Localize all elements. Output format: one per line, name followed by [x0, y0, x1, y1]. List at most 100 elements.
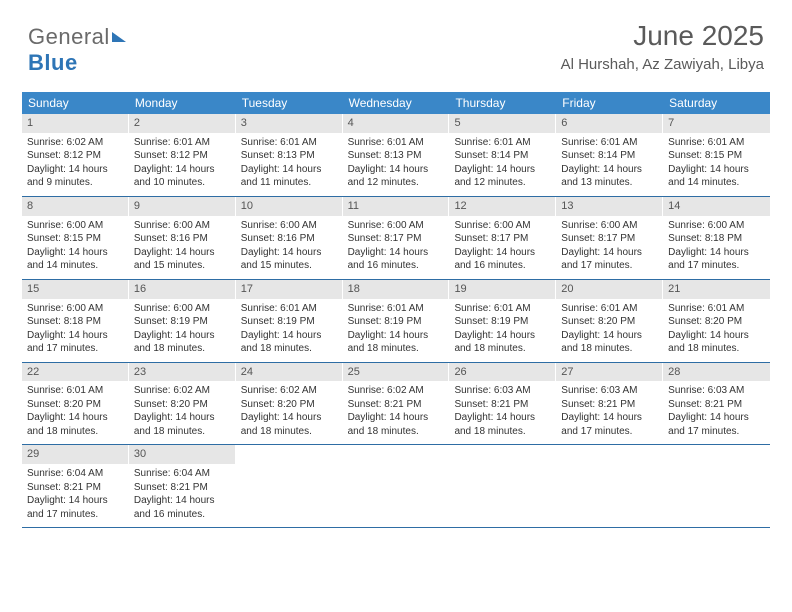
daylight-line: Daylight: 14 hours and 18 minutes. [668, 329, 765, 356]
sunset-line: Sunset: 8:13 PM [348, 149, 445, 163]
day-number: 22 [22, 363, 129, 382]
logo-triangle-icon [112, 32, 126, 42]
day-number: 8 [22, 197, 129, 216]
day-body: Sunrise: 6:02 AMSunset: 8:20 PMDaylight:… [236, 381, 343, 444]
day-number: 20 [556, 280, 663, 299]
daylight-line: Daylight: 14 hours and 18 minutes. [27, 411, 124, 438]
sunrise-line: Sunrise: 6:01 AM [668, 136, 765, 150]
sunrise-line: Sunrise: 6:01 AM [561, 136, 658, 150]
day-body: Sunrise: 6:01 AMSunset: 8:13 PMDaylight:… [343, 133, 450, 196]
day-body: Sunrise: 6:01 AMSunset: 8:19 PMDaylight:… [343, 299, 450, 362]
day-cell: 29Sunrise: 6:04 AMSunset: 8:21 PMDayligh… [22, 445, 129, 527]
sunset-line: Sunset: 8:19 PM [241, 315, 338, 329]
daylight-line: Daylight: 14 hours and 17 minutes. [27, 329, 124, 356]
day-cell: 30Sunrise: 6:04 AMSunset: 8:21 PMDayligh… [129, 445, 236, 527]
day-cell: 21Sunrise: 6:01 AMSunset: 8:20 PMDayligh… [663, 280, 770, 362]
day-cell: 17Sunrise: 6:01 AMSunset: 8:19 PMDayligh… [236, 280, 343, 362]
daylight-line: Daylight: 14 hours and 10 minutes. [134, 163, 231, 190]
day-cell: 27Sunrise: 6:03 AMSunset: 8:21 PMDayligh… [556, 363, 663, 445]
sunrise-line: Sunrise: 6:04 AM [27, 467, 124, 481]
sunrise-line: Sunrise: 6:00 AM [561, 219, 658, 233]
sunset-line: Sunset: 8:12 PM [27, 149, 124, 163]
day-cell: 7Sunrise: 6:01 AMSunset: 8:15 PMDaylight… [663, 114, 770, 196]
sunrise-line: Sunrise: 6:00 AM [134, 219, 231, 233]
daylight-line: Daylight: 14 hours and 15 minutes. [241, 246, 338, 273]
daylight-line: Daylight: 14 hours and 18 minutes. [348, 329, 445, 356]
day-body: Sunrise: 6:00 AMSunset: 8:17 PMDaylight:… [449, 216, 556, 279]
sunset-line: Sunset: 8:12 PM [134, 149, 231, 163]
daylight-line: Daylight: 14 hours and 9 minutes. [27, 163, 124, 190]
location-text: Al Hurshah, Az Zawiyah, Libya [561, 56, 764, 73]
daylight-line: Daylight: 14 hours and 11 minutes. [241, 163, 338, 190]
day-number: 7 [663, 114, 770, 133]
daylight-line: Daylight: 14 hours and 16 minutes. [348, 246, 445, 273]
day-body: Sunrise: 6:03 AMSunset: 8:21 PMDaylight:… [449, 381, 556, 444]
day-number: 28 [663, 363, 770, 382]
sunset-line: Sunset: 8:17 PM [348, 232, 445, 246]
daylight-line: Daylight: 14 hours and 18 minutes. [561, 329, 658, 356]
day-number: 29 [22, 445, 129, 464]
day-number: 19 [449, 280, 556, 299]
sunrise-line: Sunrise: 6:00 AM [454, 219, 551, 233]
sunrise-line: Sunrise: 6:00 AM [668, 219, 765, 233]
sunset-line: Sunset: 8:21 PM [134, 481, 231, 495]
day-number: 3 [236, 114, 343, 133]
sunset-line: Sunset: 8:19 PM [134, 315, 231, 329]
sunset-line: Sunset: 8:13 PM [241, 149, 338, 163]
daylight-line: Daylight: 14 hours and 17 minutes. [27, 494, 124, 521]
daylight-line: Daylight: 14 hours and 17 minutes. [561, 246, 658, 273]
sunrise-line: Sunrise: 6:01 AM [348, 136, 445, 150]
day-number: 6 [556, 114, 663, 133]
day-cell: 19Sunrise: 6:01 AMSunset: 8:19 PMDayligh… [449, 280, 556, 362]
day-body: Sunrise: 6:03 AMSunset: 8:21 PMDaylight:… [556, 381, 663, 444]
day-body: Sunrise: 6:00 AMSunset: 8:17 PMDaylight:… [343, 216, 450, 279]
day-number: 10 [236, 197, 343, 216]
logo-text-2: Blue [28, 50, 78, 75]
day-body: Sunrise: 6:00 AMSunset: 8:19 PMDaylight:… [129, 299, 236, 362]
sunset-line: Sunset: 8:18 PM [668, 232, 765, 246]
day-cell: 2Sunrise: 6:01 AMSunset: 8:12 PMDaylight… [129, 114, 236, 196]
sunset-line: Sunset: 8:21 PM [561, 398, 658, 412]
day-header: Friday [556, 92, 663, 114]
daylight-line: Daylight: 14 hours and 18 minutes. [454, 411, 551, 438]
header: June 2025 Al Hurshah, Az Zawiyah, Libya [561, 20, 764, 73]
sunrise-line: Sunrise: 6:02 AM [27, 136, 124, 150]
week-row: 1Sunrise: 6:02 AMSunset: 8:12 PMDaylight… [22, 114, 770, 197]
daylight-line: Daylight: 14 hours and 18 minutes. [134, 411, 231, 438]
day-body: Sunrise: 6:01 AMSunset: 8:20 PMDaylight:… [663, 299, 770, 362]
day-cell [343, 445, 450, 527]
day-cell: 11Sunrise: 6:00 AMSunset: 8:17 PMDayligh… [343, 197, 450, 279]
daylight-line: Daylight: 14 hours and 18 minutes. [134, 329, 231, 356]
sunset-line: Sunset: 8:17 PM [454, 232, 551, 246]
day-cell: 28Sunrise: 6:03 AMSunset: 8:21 PMDayligh… [663, 363, 770, 445]
day-cell [449, 445, 556, 527]
sunrise-line: Sunrise: 6:00 AM [134, 302, 231, 316]
day-body: Sunrise: 6:01 AMSunset: 8:12 PMDaylight:… [129, 133, 236, 196]
day-cell: 26Sunrise: 6:03 AMSunset: 8:21 PMDayligh… [449, 363, 556, 445]
day-cell: 3Sunrise: 6:01 AMSunset: 8:13 PMDaylight… [236, 114, 343, 196]
sunrise-line: Sunrise: 6:01 AM [241, 302, 338, 316]
sunset-line: Sunset: 8:14 PM [454, 149, 551, 163]
daylight-line: Daylight: 14 hours and 18 minutes. [241, 329, 338, 356]
day-body: Sunrise: 6:00 AMSunset: 8:18 PMDaylight:… [663, 216, 770, 279]
day-cell: 24Sunrise: 6:02 AMSunset: 8:20 PMDayligh… [236, 363, 343, 445]
day-number: 9 [129, 197, 236, 216]
sunrise-line: Sunrise: 6:02 AM [348, 384, 445, 398]
daylight-line: Daylight: 14 hours and 18 minutes. [241, 411, 338, 438]
sunrise-line: Sunrise: 6:02 AM [241, 384, 338, 398]
day-cell [663, 445, 770, 527]
day-number: 1 [22, 114, 129, 133]
day-body: Sunrise: 6:00 AMSunset: 8:16 PMDaylight:… [236, 216, 343, 279]
day-body: Sunrise: 6:01 AMSunset: 8:19 PMDaylight:… [236, 299, 343, 362]
day-number: 21 [663, 280, 770, 299]
sunrise-line: Sunrise: 6:04 AM [134, 467, 231, 481]
day-number: 18 [343, 280, 450, 299]
day-number: 30 [129, 445, 236, 464]
sunset-line: Sunset: 8:20 PM [27, 398, 124, 412]
day-number: 25 [343, 363, 450, 382]
day-number: 26 [449, 363, 556, 382]
logo: General Blue [28, 24, 126, 76]
day-body: Sunrise: 6:02 AMSunset: 8:12 PMDaylight:… [22, 133, 129, 196]
daylight-line: Daylight: 14 hours and 16 minutes. [454, 246, 551, 273]
day-cell [556, 445, 663, 527]
